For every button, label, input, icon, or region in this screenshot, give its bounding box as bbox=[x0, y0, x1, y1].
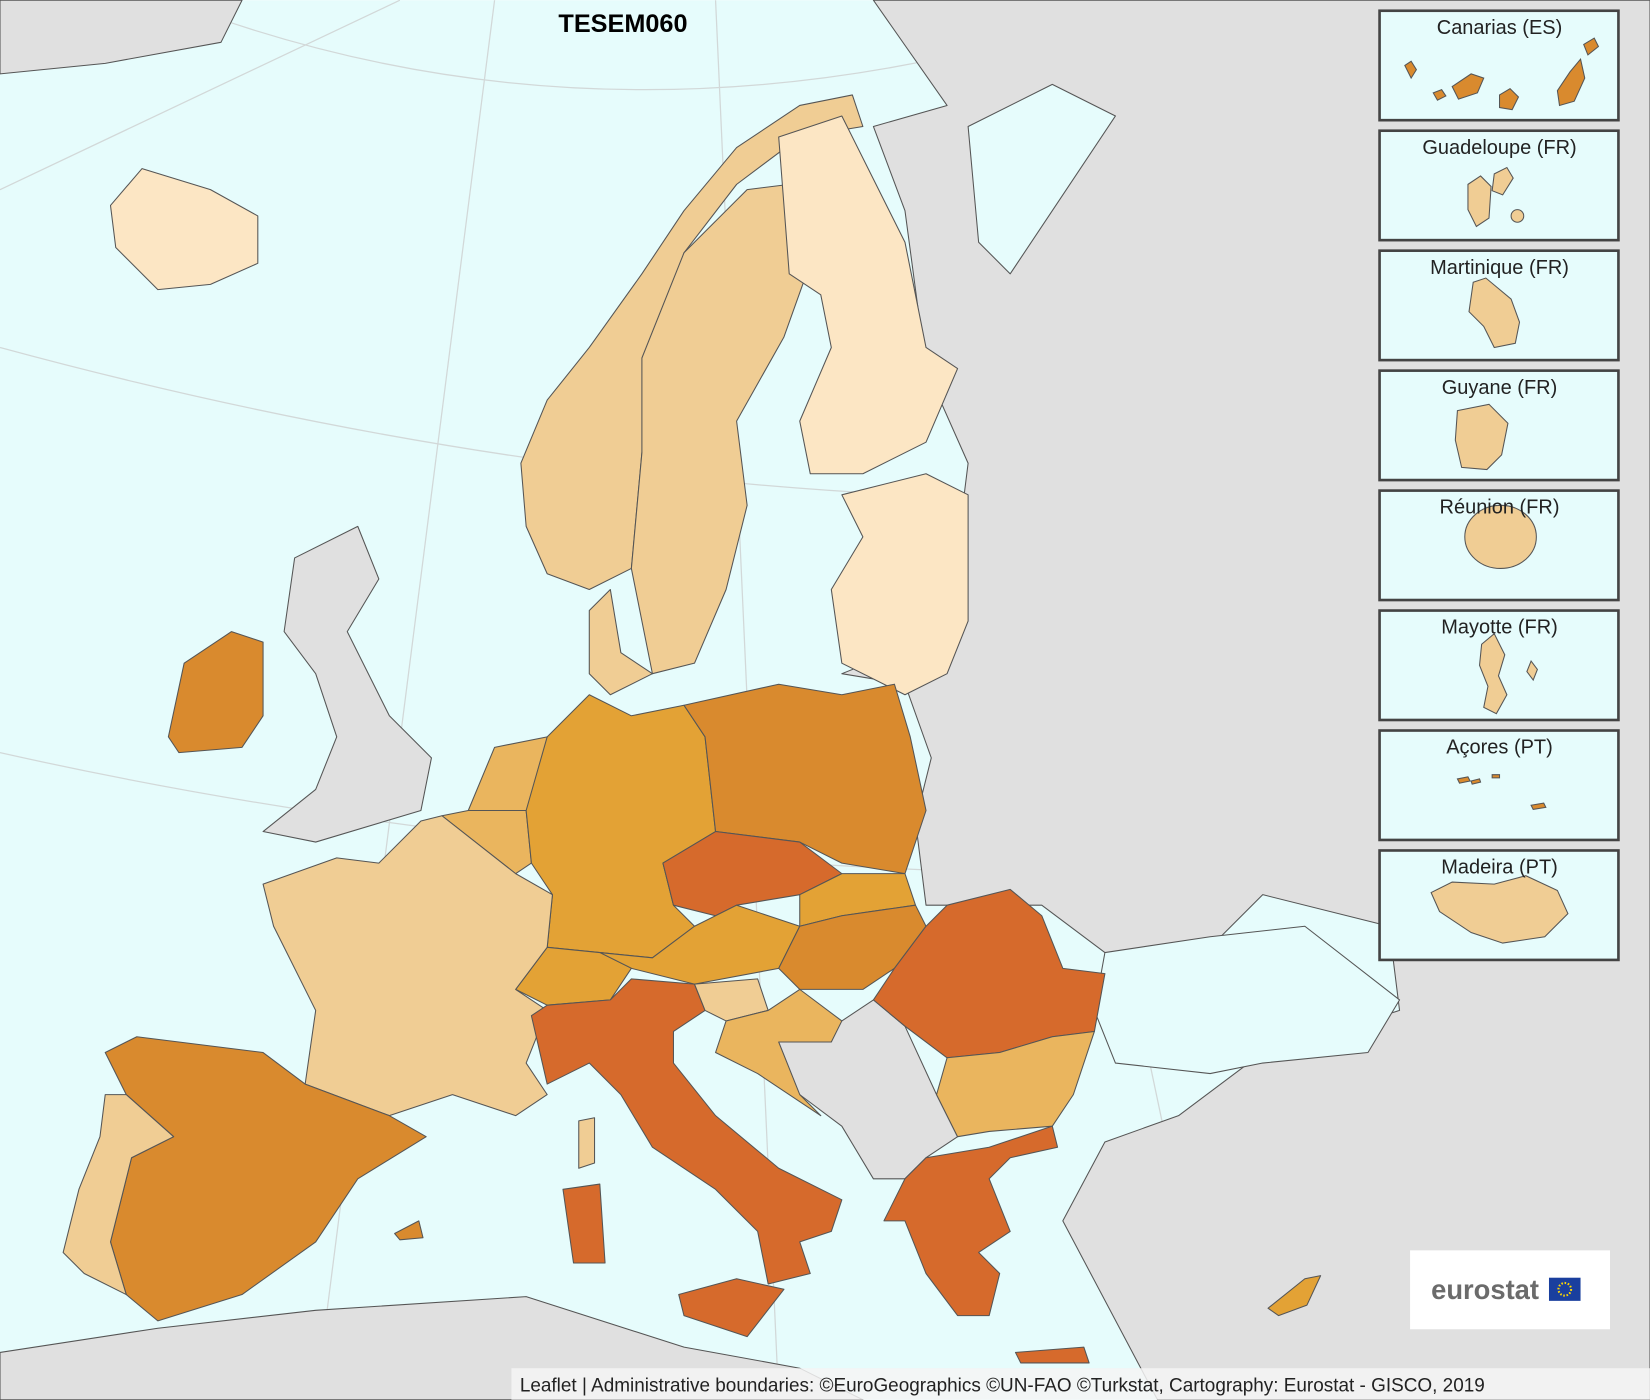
finland bbox=[778, 115, 959, 475]
greece bbox=[883, 1125, 1059, 1317]
logo-text: eurostat bbox=[1431, 1274, 1539, 1305]
inset-label: Guyane (FR) bbox=[1442, 377, 1558, 399]
inset-shape bbox=[1464, 504, 1537, 569]
western-balkans bbox=[757, 999, 959, 1180]
inset-shape bbox=[1404, 37, 1600, 111]
crete bbox=[1014, 1346, 1090, 1364]
inset-shape bbox=[1478, 632, 1539, 715]
inset-label: Açores (PT) bbox=[1446, 737, 1553, 759]
attribution-bar bbox=[511, 1368, 1650, 1400]
sicily bbox=[678, 1278, 785, 1338]
eu-stars bbox=[1557, 1281, 1573, 1297]
balearics bbox=[394, 1220, 424, 1241]
greenland bbox=[0, 0, 243, 75]
inset-shape bbox=[1454, 403, 1509, 471]
ireland bbox=[167, 631, 264, 754]
sardinia bbox=[562, 1183, 606, 1264]
croatia bbox=[715, 988, 843, 1117]
germany bbox=[525, 694, 717, 959]
white-sea bbox=[967, 83, 1116, 275]
inset-shape bbox=[1456, 774, 1547, 811]
inset-shape bbox=[1468, 277, 1521, 349]
inset-label: Madeira (PT) bbox=[1441, 857, 1558, 879]
inset-shape bbox=[1467, 166, 1525, 228]
graticule-line bbox=[0, 0, 401, 191]
eu-flag bbox=[1548, 1277, 1581, 1301]
insets: Canarias (ES) Guadeloupe (FR) Martinique (… bbox=[1378, 9, 1620, 962]
inset-label: Martinique (FR) bbox=[1430, 257, 1569, 279]
inset-shape bbox=[1430, 875, 1569, 944]
iceland bbox=[109, 168, 259, 291]
map-title: TESEM060 bbox=[558, 10, 687, 38]
inset-frame bbox=[1378, 729, 1620, 842]
inset-label: Canarias (ES) bbox=[1437, 17, 1563, 39]
inset-label: Mayotte (FR) bbox=[1441, 617, 1558, 639]
cyprus bbox=[1267, 1275, 1322, 1317]
sweden bbox=[630, 183, 811, 675]
italy bbox=[530, 978, 843, 1285]
black-sea bbox=[1093, 925, 1401, 1075]
poland bbox=[683, 683, 927, 875]
attribution[interactable]: Leaflet | Administrative boundaries: ©Eu… bbox=[520, 1375, 1485, 1396]
baltics bbox=[830, 473, 969, 696]
romania bbox=[872, 888, 1106, 1059]
portugal bbox=[62, 1094, 175, 1296]
corsica bbox=[578, 1117, 596, 1169]
bulgaria bbox=[936, 1030, 1095, 1138]
inset-label: Réunion (FR) bbox=[1440, 497, 1560, 519]
denmark bbox=[588, 588, 653, 696]
inset-label: Guadeloupe (FR) bbox=[1422, 137, 1576, 159]
united-kingdom bbox=[262, 525, 432, 843]
